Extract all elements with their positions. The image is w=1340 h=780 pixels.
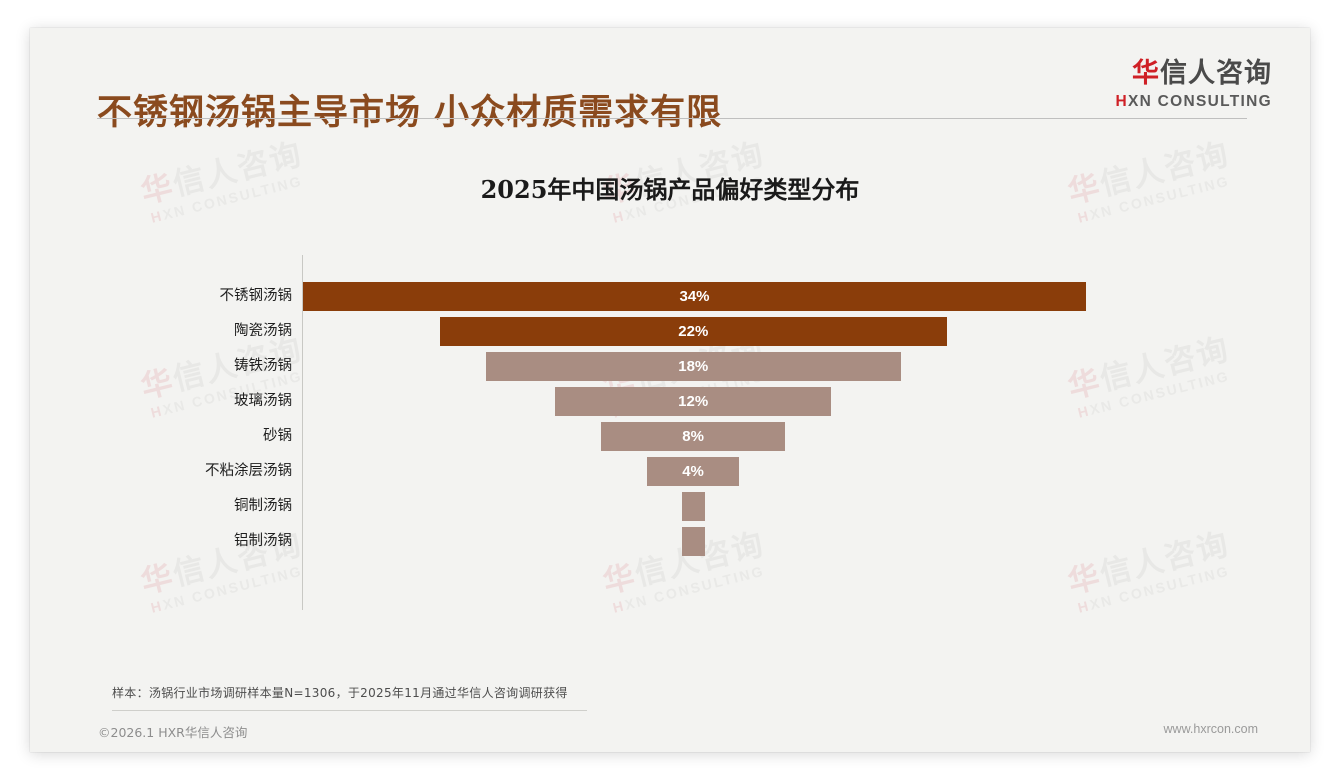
brand-logo-cn: 华信人咨询 bbox=[1115, 60, 1272, 87]
chart-row: 铸铁汤锅 18% bbox=[30, 349, 1310, 384]
chart-row: 陶瓷汤锅 22% bbox=[30, 314, 1310, 349]
chart-row: 铜制汤锅 bbox=[30, 489, 1310, 524]
chart-bar-value: 34% bbox=[679, 288, 710, 305]
brand-logo-cn-red: 华 bbox=[1132, 58, 1160, 89]
chart-category-label: 陶瓷汤锅 bbox=[234, 323, 292, 339]
chart-bar[interactable] bbox=[682, 527, 706, 556]
website-url: www.hxrcon.com bbox=[1163, 722, 1258, 736]
chart-category-label: 砂锅 bbox=[263, 428, 292, 444]
chart-category-label: 不粘涂层汤锅 bbox=[205, 463, 292, 479]
brand-logo-cn-dark: 信人咨询 bbox=[1160, 58, 1272, 89]
chart-category-label: 铝制汤锅 bbox=[234, 533, 292, 549]
chart-bar[interactable]: 18% bbox=[486, 352, 901, 381]
chart-bar-value: 8% bbox=[682, 428, 704, 445]
chart-footnote: 样本：汤锅行业市场调研样本量N=1306，于2025年11月通过华信人咨询调研获… bbox=[112, 686, 568, 700]
slide-card: 华信人咨询 HXN CONSULTING 华信人咨询 HXN CONSULTING 华信… bbox=[30, 28, 1310, 752]
slide-header: 不锈钢汤锅主导市场 小众材质需求有限 华信人咨询 HXN CONSULTING bbox=[30, 28, 1310, 133]
chart-bar-value: 18% bbox=[678, 358, 709, 375]
copyright-text: ©2026.1 HXR华信人咨询 bbox=[98, 725, 248, 740]
chart-category-label: 铸铁汤锅 bbox=[234, 358, 292, 374]
chart-row: 玻璃汤锅 12% bbox=[30, 384, 1310, 419]
brand-logo-en-rest: XN CONSULTING bbox=[1127, 93, 1272, 110]
chart-row: 砂锅 8% bbox=[30, 419, 1310, 454]
chart-row: 铝制汤锅 bbox=[30, 524, 1310, 559]
chart-row: 不粘涂层汤锅 4% bbox=[30, 454, 1310, 489]
chart-bar[interactable]: 22% bbox=[440, 317, 947, 346]
brand-logo: 华信人咨询 HXN CONSULTING bbox=[1115, 60, 1272, 110]
chart-bar[interactable]: 34% bbox=[303, 282, 1086, 311]
brand-logo-en: HXN CONSULTING bbox=[1115, 94, 1272, 110]
chart-category-label: 玻璃汤锅 bbox=[234, 393, 292, 409]
brand-logo-en-red: H bbox=[1115, 93, 1128, 110]
chart-bar[interactable] bbox=[682, 492, 706, 521]
chart-title: 2025年中国汤锅产品偏好类型分布 bbox=[480, 175, 860, 204]
chart-row: 不锈钢汤锅 34% bbox=[30, 279, 1310, 314]
chart-bar-value: 4% bbox=[682, 463, 704, 480]
title-divider bbox=[97, 118, 1247, 119]
chart-category-label: 铜制汤锅 bbox=[234, 498, 292, 514]
chart-bar[interactable]: 8% bbox=[601, 422, 786, 451]
chart-bar[interactable]: 4% bbox=[647, 457, 740, 486]
chart-bar-value: 22% bbox=[678, 323, 709, 340]
chart-category-label: 不锈钢汤锅 bbox=[219, 288, 293, 304]
funnel-bar-chart: 不锈钢汤锅 34% 陶瓷汤锅 22% 铸铁汤锅 18% 玻璃汤锅 12% 砂锅 8% 不粘涂层汤锅 4… bbox=[30, 233, 1310, 633]
page-title: 不锈钢汤锅主导市场 小众材质需求有限 bbox=[97, 93, 723, 133]
chart-bar-value: 12% bbox=[678, 393, 709, 410]
chart-bar[interactable]: 12% bbox=[555, 387, 832, 416]
chart-axis-line bbox=[302, 255, 303, 610]
footnote-divider bbox=[112, 710, 587, 711]
slide-footer: ©2026.1 HXR华信人咨询 www.hxrcon.com bbox=[30, 712, 1310, 752]
